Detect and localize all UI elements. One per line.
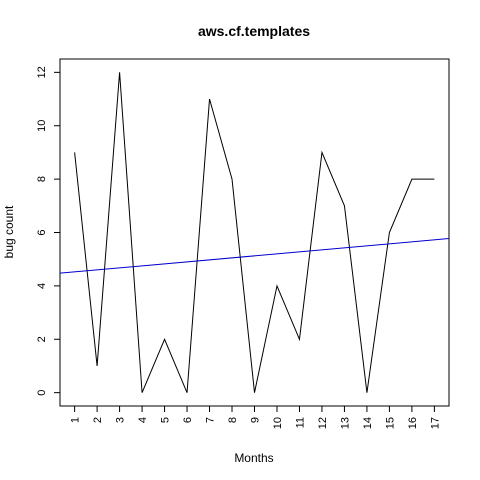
x-axis: 1 2 3 4 5 6 7 8 9 10 11 12 13 14 15 16 17 — [70, 405, 441, 429]
x-tick-label: 8 — [227, 417, 239, 423]
y-tick-label: 6 — [36, 229, 48, 235]
x-tick-label: 12 — [317, 417, 329, 429]
x-tick-label: 14 — [362, 417, 374, 429]
x-tick-label: 7 — [205, 417, 217, 423]
plot-frame — [59, 58, 450, 407]
x-tick-label: 4 — [137, 417, 149, 423]
x-tick-label: 10 — [272, 417, 284, 429]
x-tick-label: 3 — [115, 417, 127, 423]
x-tick-label: 9 — [250, 417, 262, 423]
x-tick-label: 6 — [182, 417, 194, 423]
x-tick-label: 15 — [384, 417, 396, 429]
y-tick-label: 0 — [36, 390, 48, 396]
y-tick-label: 12 — [36, 66, 48, 78]
trend-line — [59, 238, 450, 274]
x-tick-label: 17 — [429, 417, 441, 429]
y-tick-label: 2 — [36, 336, 48, 342]
x-axis-label: Months — [234, 451, 273, 465]
x-tick-label: 13 — [339, 417, 351, 429]
y-tick-label: 10 — [36, 120, 48, 132]
x-tick-label: 2 — [92, 417, 104, 423]
y-axis: 0 2 4 6 8 10 12 — [36, 66, 61, 396]
x-tick-label: 1 — [70, 417, 82, 423]
x-tick-label: 16 — [407, 417, 419, 429]
plot-area — [59, 72, 450, 393]
x-tick-label: 11 — [294, 417, 306, 428]
series-line — [74, 72, 435, 393]
chart-title: aws.cf.templates — [198, 23, 310, 39]
x-tick-label: 5 — [160, 417, 172, 423]
y-axis-label: bug count — [2, 205, 16, 258]
y-tick-label: 4 — [36, 283, 48, 289]
y-tick-label: 8 — [36, 176, 48, 182]
